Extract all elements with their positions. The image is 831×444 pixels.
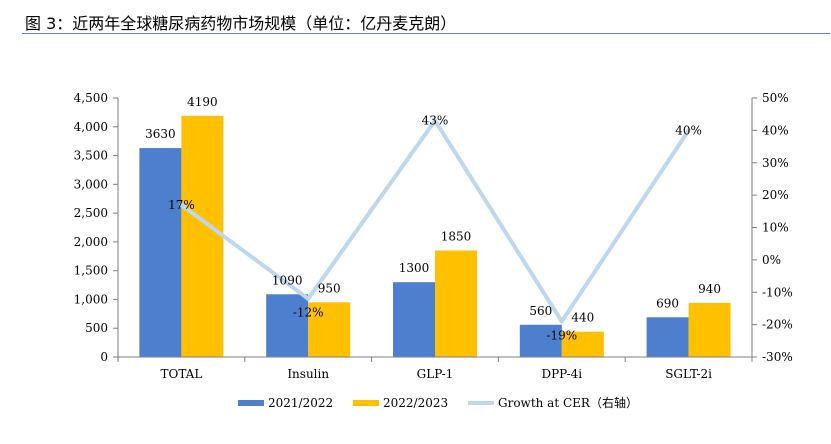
- bar-total-1: [181, 115, 224, 357]
- bar-sglt-2i-1: [688, 302, 731, 357]
- bar-total-0: [139, 148, 182, 357]
- left-tick-label: 1,000: [74, 292, 108, 306]
- growth-line-layer: [179, 118, 691, 324]
- x-tick-label: GLP-1: [417, 367, 454, 381]
- x-tick-label: SGLT-2i: [665, 367, 712, 381]
- bar-value-label: 3630: [145, 127, 176, 141]
- bar-value-label: 440: [571, 311, 594, 325]
- bar-insulin-1: [308, 302, 351, 357]
- left-tick-label: 2,500: [74, 206, 108, 220]
- growth-value-label: -12%: [293, 306, 324, 320]
- growth-value-label: 17%: [168, 198, 195, 212]
- growth-value-label: 40%: [675, 123, 702, 137]
- left-tick-label: 4,500: [74, 91, 108, 105]
- legend: 2021/2022 2022/2023 Growth at CER（右轴）: [238, 395, 638, 410]
- left-tick-label: 1,500: [74, 264, 108, 278]
- bar-value-label: 4190: [187, 95, 218, 109]
- x-tick-label: DPP-4i: [541, 367, 582, 381]
- right-tick-label: -20%: [762, 318, 793, 332]
- growth-value-label: 43%: [422, 114, 449, 128]
- legend-label: 2021/2022: [268, 396, 333, 410]
- x-tick-label: Insulin: [287, 367, 329, 381]
- figure-title: 图 3：近两年全球糖尿病药物市场规模（单位：亿丹麦克朗）: [25, 14, 457, 33]
- growth-point: [433, 118, 437, 123]
- x-tick-label: TOTAL: [160, 367, 202, 381]
- growth-point: [686, 128, 691, 133]
- left-tick-label: 3,000: [74, 177, 108, 191]
- legend-label: 2022/2023: [383, 396, 448, 410]
- right-tick-label: 50%: [762, 91, 789, 105]
- left-tick-label: 4,000: [74, 120, 108, 134]
- bar-glp-1-1: [435, 250, 477, 357]
- left-tick-label: 0: [100, 350, 108, 364]
- right-tick-label: -30%: [762, 350, 793, 364]
- data-labels-layer: 3630 1090 1300 560 690 4190 950 1850 440 940 17% -1…: [145, 95, 721, 343]
- bar-value-label: 950: [318, 281, 341, 295]
- right-tick-label: 10%: [762, 221, 789, 235]
- bars-layer: [139, 115, 731, 357]
- bar-value-label: 690: [656, 296, 679, 310]
- bar-glp-1-0: [393, 282, 435, 357]
- left-tick-label: 500: [85, 321, 108, 335]
- growth-value-label: -19%: [546, 328, 577, 342]
- bar-value-label: 1090: [272, 273, 303, 287]
- right-tick-label: 0%: [762, 253, 781, 267]
- growth-point: [559, 319, 564, 324]
- legend-label: Growth at CER（右轴）: [498, 395, 638, 410]
- bar-dpp-4i-0: [519, 324, 562, 357]
- legend-swatch: [353, 400, 379, 406]
- bar-value-label: 560: [529, 304, 552, 318]
- bar-insulin-0: [266, 294, 309, 357]
- legend-swatch: [238, 400, 264, 406]
- right-tick-label: -10%: [762, 285, 793, 299]
- right-tick-label: 20%: [762, 188, 789, 202]
- bar-value-label: 1850: [441, 230, 472, 244]
- left-tick-label: 3,500: [74, 149, 108, 163]
- bar-value-label: 1300: [399, 261, 430, 275]
- growth-point: [179, 202, 184, 207]
- bar-value-label: 940: [698, 282, 721, 296]
- bar-dpp-4i-1: [561, 331, 604, 357]
- left-tick-label: 2,000: [74, 235, 108, 249]
- axes-layer: 0 500 1,000 1,500 2,000 2,500 3,000 3,500 4,000 4…: [74, 91, 793, 381]
- right-tick-label: 30%: [762, 156, 789, 170]
- growth-point: [306, 296, 311, 301]
- right-tick-label: 40%: [762, 123, 789, 137]
- bar-sglt-2i-0: [646, 317, 689, 357]
- title-rule: [22, 33, 830, 34]
